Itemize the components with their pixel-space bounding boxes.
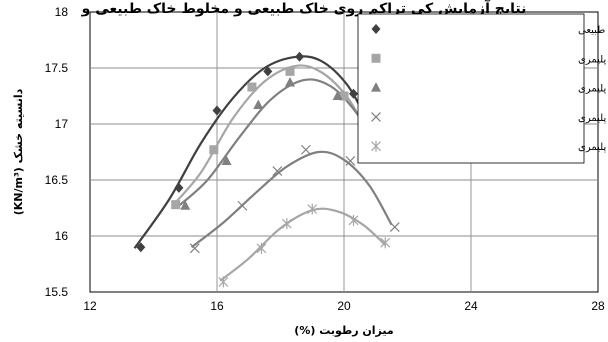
x-tick-labels: 12 16 20 24 28 bbox=[83, 299, 605, 313]
series-5-fit-curve bbox=[219, 207, 387, 282]
series-4-fit-curve bbox=[190, 150, 393, 249]
x-tick-label: 24 bbox=[464, 299, 478, 313]
legend-marker-3 bbox=[371, 82, 381, 92]
series-1-data-point bbox=[136, 242, 146, 253]
series-5-data-point bbox=[218, 276, 229, 288]
legend-marker-2 bbox=[371, 53, 381, 63]
y-tick-label: 17.5 bbox=[45, 61, 69, 75]
y-tick-label: 17 bbox=[55, 117, 69, 131]
legend-box bbox=[357, 13, 585, 164]
series-2-data-point bbox=[171, 200, 181, 210]
legend-marker-5 bbox=[371, 140, 381, 152]
y-axis-title: دانسیته خشک (KN/m³) bbox=[12, 88, 25, 215]
series-4-data-point bbox=[237, 200, 248, 211]
series-1-data-point bbox=[349, 88, 359, 99]
series-4-data-point bbox=[389, 222, 400, 232]
x-axis-title: میزان رطوبت (%) bbox=[294, 324, 393, 337]
legend-label-2: خاک طبیعی + ۰/۱ % الیاف پلیمری bbox=[578, 54, 608, 65]
y-tick-label: 18 bbox=[55, 5, 69, 19]
series-1-data-point bbox=[174, 182, 184, 193]
x-tick-label: 16 bbox=[210, 299, 224, 313]
data-markers bbox=[136, 51, 400, 288]
x-tick-label: 20 bbox=[337, 299, 351, 313]
series-2-data-point bbox=[339, 91, 349, 101]
series-5-data-point bbox=[380, 237, 391, 249]
y-tick-label: 16.5 bbox=[45, 173, 69, 187]
y-tick-label: 15.5 bbox=[45, 285, 69, 299]
series-3-data-point bbox=[221, 155, 232, 165]
series-5-data-point bbox=[307, 203, 318, 215]
x-tick-label: 28 bbox=[591, 299, 605, 313]
series-2-data-point bbox=[209, 145, 219, 155]
series-2-data-point bbox=[247, 82, 257, 92]
series-3-data-point bbox=[253, 99, 264, 109]
series-1-data-point bbox=[295, 51, 305, 62]
series-3-data-point bbox=[332, 90, 343, 100]
series-3-fit-curve bbox=[178, 78, 377, 207]
series-3-data-point bbox=[285, 77, 296, 87]
y-tick-labels: 15.5 16 16.5 17 17.5 18 bbox=[45, 5, 69, 299]
series-4-data-point bbox=[345, 156, 356, 166]
series-5-data-point bbox=[348, 214, 359, 226]
series-4-data-point bbox=[272, 166, 283, 176]
series-5-data-point bbox=[281, 218, 292, 230]
series-5-data-point bbox=[256, 242, 267, 254]
chart-banner: نتایج آزمایش کی تراکم روی خاک طبیعی و مخ… bbox=[81, 0, 527, 17]
legend-label-4: خاک طبیعی + ۰/۳ % الیاف پلیمری bbox=[578, 113, 608, 124]
series-4-data-point bbox=[300, 144, 311, 155]
legend-marker-1 bbox=[371, 24, 381, 34]
legend-label-5: خاک طبیعی + ۰/۴ % الیاف پلیمری bbox=[578, 142, 608, 153]
series-1-data-point bbox=[263, 66, 273, 77]
legend-label-1: خاک طبیعی bbox=[578, 25, 608, 36]
x-tick-label: 12 bbox=[83, 299, 97, 313]
series-3-data-point bbox=[180, 200, 191, 210]
series-4-data-point bbox=[189, 243, 200, 254]
legend-marker-4 bbox=[371, 111, 381, 122]
legend: خاک طبیعی خاک طبیعی + ۰/۱ % الیاف پلیمری خ… bbox=[357, 13, 608, 164]
y-tick-label: 16 bbox=[55, 229, 69, 243]
series-1-data-point bbox=[212, 105, 222, 116]
series-2-data-point bbox=[285, 66, 295, 76]
legend-label-3: خاک طبیعی + ۰/۲ % الیاف پلیمری bbox=[578, 84, 608, 95]
